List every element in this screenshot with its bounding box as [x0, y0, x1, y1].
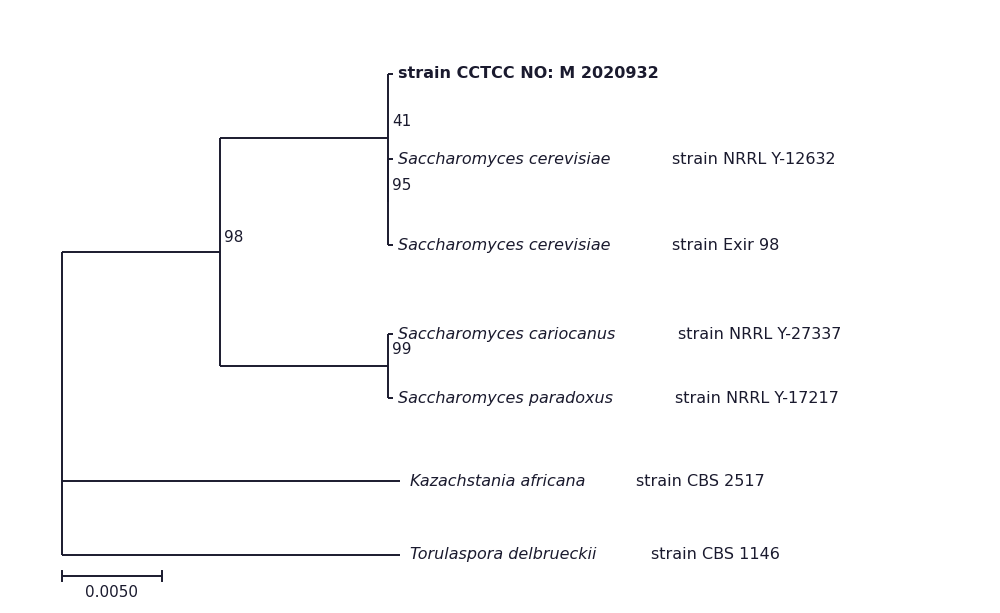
Text: Saccharomyces paradoxus: Saccharomyces paradoxus [398, 391, 613, 406]
Text: Kazachstania africana: Kazachstania africana [410, 474, 585, 489]
Text: strain CCTCC NO: M 2020932: strain CCTCC NO: M 2020932 [398, 66, 659, 81]
Text: Saccharomyces cerevisiae: Saccharomyces cerevisiae [398, 238, 610, 253]
Text: strain NRRL Y-12632: strain NRRL Y-12632 [672, 152, 836, 167]
Text: Saccharomyces cariocanus: Saccharomyces cariocanus [398, 327, 615, 341]
Text: 95: 95 [392, 178, 411, 193]
Text: 98: 98 [224, 230, 243, 245]
Text: strain CBS 1146: strain CBS 1146 [651, 547, 780, 562]
Text: 41: 41 [392, 114, 411, 129]
Text: Saccharomyces cerevisiae: Saccharomyces cerevisiae [398, 152, 610, 167]
Text: strain NRRL Y-27337: strain NRRL Y-27337 [678, 327, 842, 341]
Text: strain Exir 98: strain Exir 98 [672, 238, 780, 253]
Text: strain CBS 2517: strain CBS 2517 [636, 474, 765, 489]
Text: strain NRRL Y-17217: strain NRRL Y-17217 [675, 391, 839, 406]
Text: 0.0050: 0.0050 [86, 585, 138, 600]
Text: 99: 99 [392, 342, 412, 357]
Text: Torulaspora delbrueckii: Torulaspora delbrueckii [410, 547, 596, 562]
